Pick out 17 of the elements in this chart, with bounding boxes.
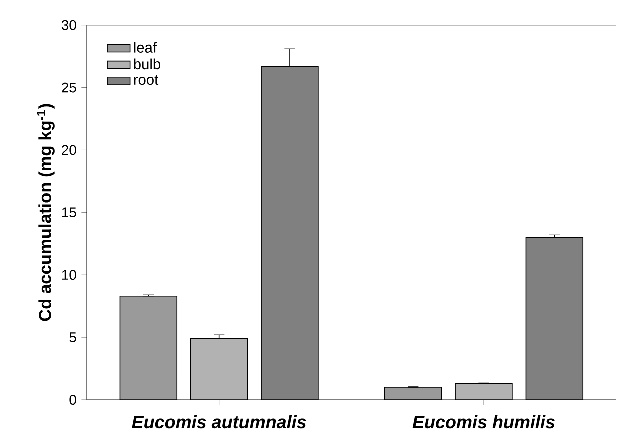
y-tick-label: 10 <box>62 270 76 280</box>
y-axis-title: Cd accumulation (mg kg$^{-1}$) <box>37 104 55 322</box>
y-tick-label: 0 <box>70 395 76 405</box>
bar <box>190 338 248 400</box>
y-tick-label: 15 <box>62 208 76 218</box>
y-tick-label: 25 <box>62 82 76 93</box>
legend-label: bulb <box>134 58 160 70</box>
y-tick-label: 30 <box>62 20 76 30</box>
legend-label: root <box>134 75 159 86</box>
y-tick-label: 5 <box>70 332 76 342</box>
bar <box>526 237 584 400</box>
y-tick-label: 20 <box>62 145 76 156</box>
bar <box>455 383 513 400</box>
legend-label: leaf <box>134 42 158 53</box>
bar <box>261 66 319 400</box>
x-tick-label: Eucomis autumnalis <box>132 415 306 429</box>
x-tick-label: Eucomis humilis <box>412 415 555 429</box>
